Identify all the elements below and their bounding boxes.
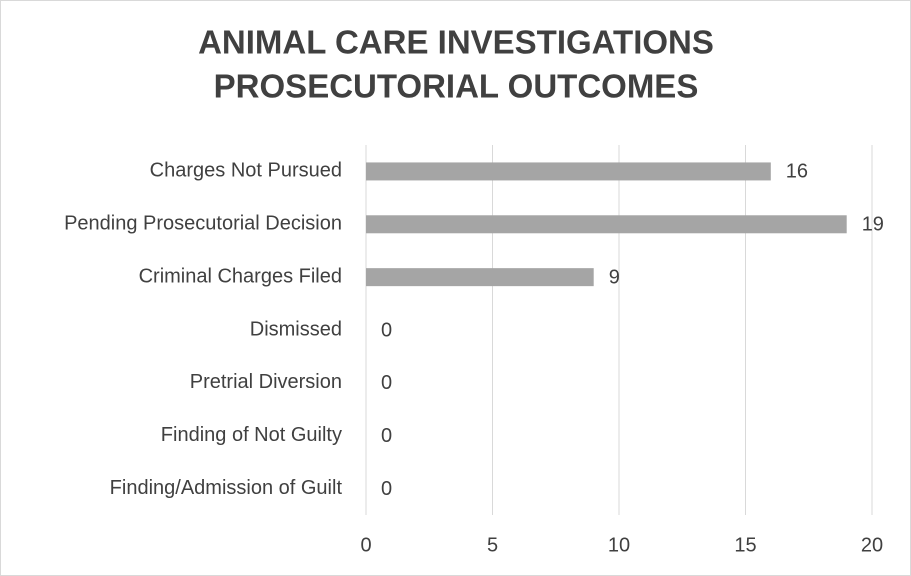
- data-label: 0: [381, 478, 392, 500]
- x-tick-label: 20: [861, 534, 883, 556]
- bar: [366, 162, 771, 181]
- data-label: 0: [381, 319, 392, 341]
- data-label: 0: [381, 372, 392, 394]
- y-tick-label: Charges Not Pursued: [150, 160, 342, 182]
- y-tick-label: Pretrial Diversion: [190, 371, 342, 393]
- data-label: 16: [786, 161, 808, 183]
- bar: [366, 215, 847, 234]
- bar: [366, 268, 594, 287]
- y-tick-label: Finding/Admission of Guilt: [110, 477, 343, 499]
- y-tick-label: Finding of Not Guilty: [161, 424, 342, 446]
- data-label: 9: [609, 266, 620, 288]
- data-label: 0: [381, 425, 392, 447]
- y-tick-label: Pending Prosecutorial Decision: [64, 213, 342, 235]
- y-tick-label: Criminal Charges Filed: [139, 265, 342, 287]
- data-label: 19: [862, 214, 884, 236]
- x-tick-label: 15: [734, 534, 756, 556]
- chart-title: PROSECUTORIAL OUTCOMES: [214, 68, 699, 105]
- x-tick-label: 5: [487, 534, 498, 556]
- chart-title: ANIMAL CARE INVESTIGATIONS: [198, 24, 714, 61]
- y-tick-label: Dismissed: [250, 318, 342, 340]
- x-tick-label: 10: [608, 534, 630, 556]
- x-tick-label: 0: [360, 534, 371, 556]
